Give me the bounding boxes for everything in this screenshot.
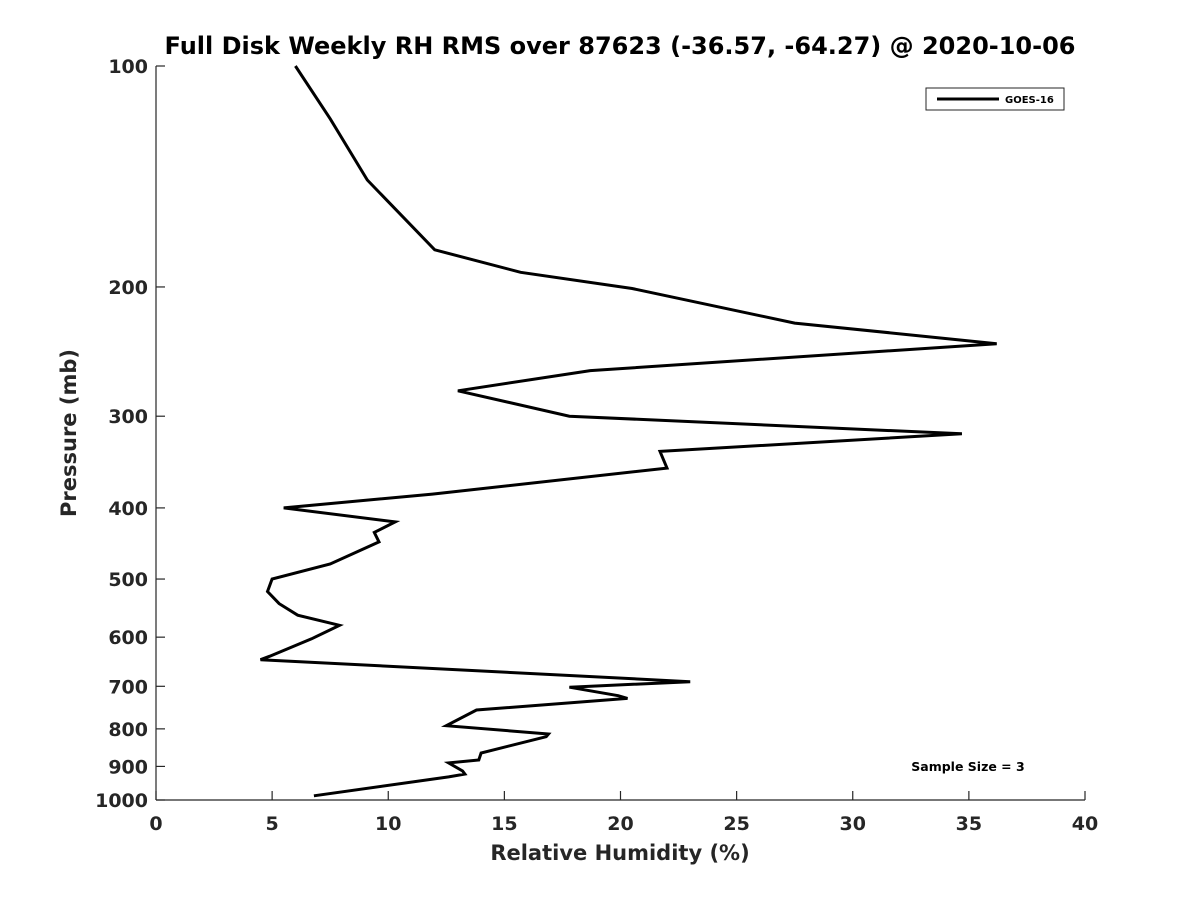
y-tick-label: 700 — [108, 676, 148, 698]
y-tick-label: 600 — [108, 627, 148, 649]
x-tick-label: 35 — [956, 813, 982, 835]
y-tick-label: 1000 — [95, 790, 148, 812]
x-tick-label: 20 — [607, 813, 633, 835]
x-tick-label: 25 — [723, 813, 749, 835]
y-tick-label: 200 — [108, 277, 148, 299]
y-tick-label: 800 — [108, 719, 148, 741]
series-layer — [259, 65, 997, 798]
y-ticks: 100 200 300 400 500 600 700 800 900 1000 — [95, 56, 165, 812]
x-tick-label: 30 — [840, 813, 866, 835]
sample-size-annotation: Sample Size = 3 — [911, 759, 1024, 774]
x-tick-label: 40 — [1072, 813, 1098, 835]
x-tick-label: 15 — [491, 813, 517, 835]
x-tick-label: 10 — [375, 813, 401, 835]
series-line-goes-16 — [259, 65, 997, 798]
x-axis-title: Relative Humidity (%) — [490, 841, 749, 865]
x-ticks: 0 5 10 15 20 25 30 35 40 — [149, 791, 1098, 835]
chart-title: Full Disk Weekly RH RMS over 87623 (-36.… — [165, 32, 1076, 60]
y-tick-label: 900 — [108, 756, 148, 778]
y-tick-label: 500 — [108, 569, 148, 591]
y-tick-label: 400 — [108, 498, 148, 520]
legend: GOES-16 — [925, 87, 1065, 111]
y-axis-title: Pressure (mb) — [57, 349, 81, 517]
legend-label-goes-16: GOES-16 — [1005, 95, 1054, 106]
y-tick-label: 300 — [108, 406, 148, 428]
x-tick-label: 0 — [149, 813, 162, 835]
y-tick-label: 100 — [108, 56, 148, 78]
x-tick-label: 5 — [266, 813, 279, 835]
